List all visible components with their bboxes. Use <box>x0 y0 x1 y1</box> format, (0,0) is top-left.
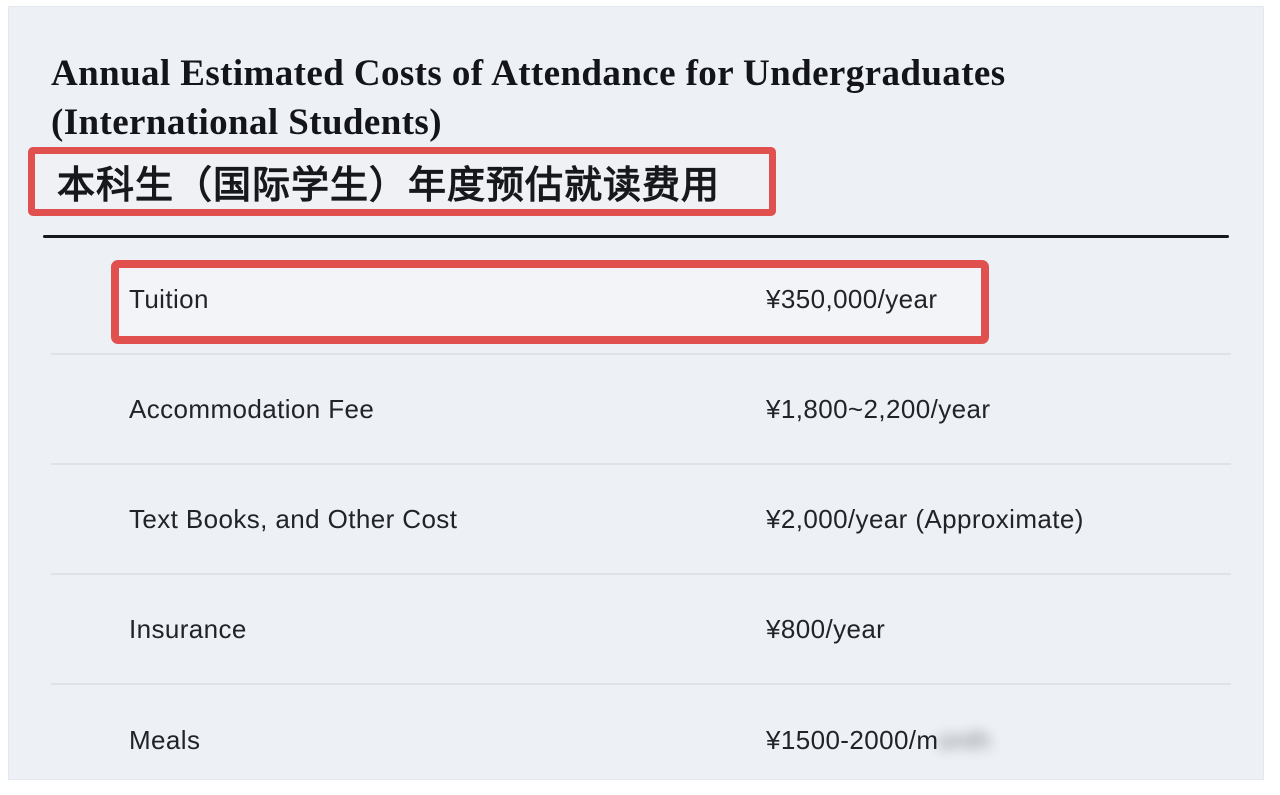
row-value-text: ¥350,000/year <box>766 283 938 314</box>
page-title: Annual Estimated Costs of Attendance for… <box>51 49 1263 147</box>
table-row: Text Books, and Other Cost ¥2,000/year (A… <box>51 465 1231 575</box>
row-value: ¥800/year <box>766 614 1231 645</box>
row-label: Accommodation Fee <box>129 393 375 424</box>
row-value: ¥2,000/year (Approximate) <box>766 504 1231 535</box>
row-value-text: ¥800/year <box>766 613 886 644</box>
page-title-chinese: 本科生（国际学生）年度预估就读费用 <box>57 165 721 207</box>
row-value: ¥350,000/year <box>766 284 1231 315</box>
table-row: Tuition ¥350,000/year <box>51 245 1231 355</box>
row-value-text: ¥2,000/year (Approximate) <box>766 503 1084 534</box>
row-value-text: ¥1500-2000/m <box>766 724 939 755</box>
row-label: Meals <box>129 724 201 755</box>
document-card: Annual Estimated Costs of Attendance for… <box>8 6 1264 780</box>
table-row: Insurance ¥800/year <box>51 575 1231 685</box>
horizontal-rule <box>43 235 1229 238</box>
row-label: Text Books, and Other Cost <box>129 503 458 534</box>
table-row: Meals ¥1500-2000/month <box>51 685 1231 795</box>
page-title-line2: (International Students) <box>51 102 442 143</box>
row-label: Tuition <box>129 283 209 314</box>
page-title-line1: Annual Estimated Costs of Attendance for… <box>51 53 1006 94</box>
row-value-blurred-text: onth <box>938 724 991 755</box>
row-value: ¥1,800~2,200/year <box>766 394 1231 425</box>
annotation-box-title: 本科生（国际学生）年度预估就读费用 <box>28 147 776 216</box>
row-value-text: ¥1,800~2,200/year <box>766 393 991 424</box>
row-label: Insurance <box>129 613 247 644</box>
row-value: ¥1500-2000/month <box>766 725 1231 756</box>
cost-table: Tuition ¥350,000/year Accommodation Fee ¥1,… <box>51 245 1231 795</box>
table-row: Accommodation Fee ¥1,800~2,200/year <box>51 355 1231 465</box>
